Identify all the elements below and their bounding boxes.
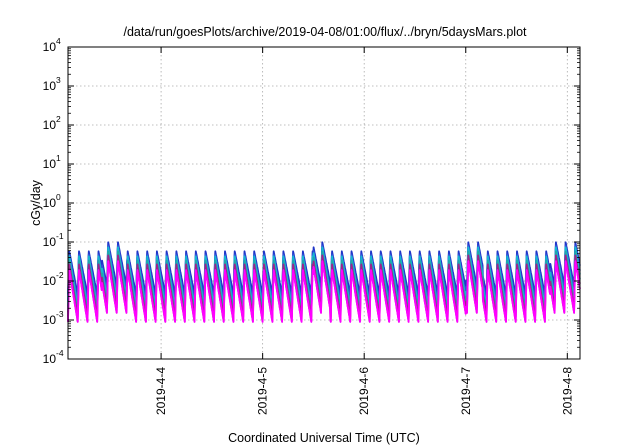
x-tick-label: 2019-4-6 [357, 367, 371, 415]
grid [68, 47, 580, 359]
x-tick-label: 2019-4-4 [154, 367, 168, 415]
y-tick-label: 10 [43, 40, 57, 54]
y-axis-label: cGy/day [29, 179, 43, 226]
y-tick-exponent: -2 [56, 270, 64, 280]
y-tick-label: 10 [43, 274, 57, 288]
y-tick-base: 10 [43, 196, 57, 210]
x-axis: 2019-4-4 2019-4-5 2019-4-6 2019-4-7 2019-4-8 [154, 47, 574, 415]
y-tick-label: 10 [43, 235, 57, 249]
y-tick-exponent: -1 [56, 231, 64, 241]
y-tick-exponent: 0 [56, 192, 61, 202]
y-tick-exponent: 4 [56, 36, 61, 46]
y-tick-base: 10 [43, 118, 57, 132]
y-tick-label: 10 [43, 118, 57, 132]
y-tick-exponent: 3 [56, 75, 61, 85]
y-tick-label: 10 [43, 313, 57, 327]
y-tick-label: 10 [43, 157, 57, 171]
y-tick-base: 10 [43, 157, 57, 171]
chart-title: /data/run/goesPlots/archive/2019-04-08/0… [123, 25, 527, 39]
y-tick-base: 10 [43, 79, 57, 93]
y-tick-exponent: 1 [56, 153, 61, 163]
x-axis-label: Coordinated Universal Time (UTC) [228, 431, 420, 445]
y-tick-label: 10 [43, 79, 57, 93]
x-tick-label: 2019-4-8 [560, 367, 574, 415]
y-tick-exponent: 2 [56, 114, 61, 124]
y-tick-label: 10 [43, 196, 57, 210]
y-tick-label: 10 [43, 352, 57, 366]
y-tick-exponent: -4 [56, 348, 64, 358]
series-line [67, 260, 581, 323]
y-tick-base: 10 [43, 274, 57, 288]
y-tick-base: 10 [43, 352, 57, 366]
y-tick-base: 10 [43, 313, 57, 327]
x-tick-label: 2019-4-5 [256, 367, 270, 415]
y-tick-base: 10 [43, 235, 57, 249]
y-tick-exponent: -3 [56, 309, 64, 319]
series-group [67, 241, 581, 323]
y-tick-base: 10 [43, 40, 57, 54]
x-tick-label: 2019-4-7 [459, 367, 473, 415]
